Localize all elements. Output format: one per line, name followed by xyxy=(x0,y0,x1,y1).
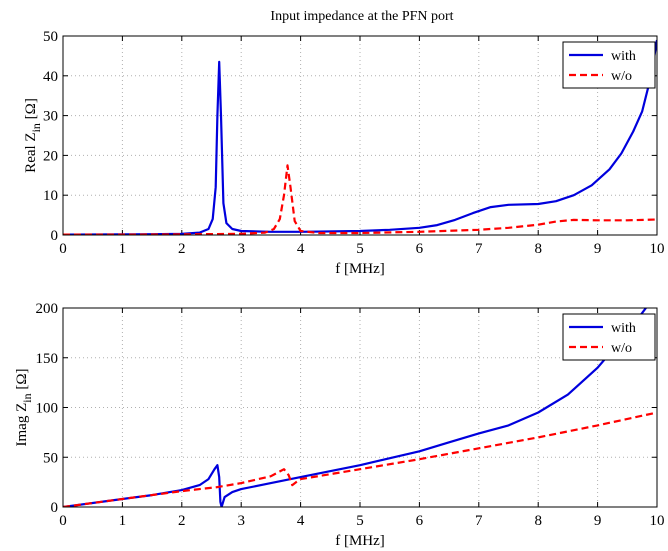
y-tick-label: 100 xyxy=(36,401,59,417)
x-tick-label: 0 xyxy=(59,241,67,257)
y-tick-label: 10 xyxy=(43,188,58,204)
x-tick-label: 6 xyxy=(416,513,424,529)
legend-label: w/o xyxy=(611,69,632,84)
legend-label: with xyxy=(611,321,636,336)
legend-label: with xyxy=(611,49,636,64)
y-tick-label: 30 xyxy=(43,109,58,125)
x-tick-label: 5 xyxy=(356,513,364,529)
x-tick-label: 5 xyxy=(356,241,364,257)
x-tick-label: 1 xyxy=(119,241,127,257)
x-tick-label: 0 xyxy=(59,513,67,529)
x-tick-label: 3 xyxy=(237,513,245,529)
y-tick-label: 0 xyxy=(51,228,59,244)
x-axis-label: f [MHz] xyxy=(335,261,385,277)
x-tick-label: 8 xyxy=(534,241,542,257)
y-tick-label: 150 xyxy=(36,351,59,367)
x-tick-label: 7 xyxy=(475,241,483,257)
y-tick-label: 20 xyxy=(43,148,58,164)
x-tick-label: 4 xyxy=(297,241,305,257)
x-tick-label: 9 xyxy=(594,513,602,529)
series-line-with xyxy=(63,39,657,235)
x-tick-label: 10 xyxy=(650,241,665,257)
x-tick-label: 2 xyxy=(178,241,186,257)
y-tick-label: 200 xyxy=(36,301,59,317)
chart-title: Input impedance at the PFN port xyxy=(270,9,453,24)
series-line-without xyxy=(63,411,657,507)
y-axis-label: Imag Zin [Ω] xyxy=(14,369,34,447)
x-tick-label: 7 xyxy=(475,513,483,529)
y-axis-label: Real Zin [Ω] xyxy=(23,98,43,173)
series-line-with xyxy=(63,308,648,507)
y-tick-label: 40 xyxy=(43,69,58,85)
x-axis-label: f [MHz] xyxy=(335,533,385,549)
plot-area xyxy=(63,36,657,235)
chart-real-impedance: 0 1 2 3 4 5 6 7 8 9 10 0 10 20 30 40 50 f [MHz] Real Zin [… xyxy=(23,29,665,277)
legend-box xyxy=(562,41,656,89)
x-tick-label: 6 xyxy=(416,241,424,257)
legend: with w/o xyxy=(562,41,656,89)
legend: with w/o xyxy=(562,313,656,361)
series-line-without xyxy=(63,164,657,235)
x-tick-label: 9 xyxy=(594,241,602,257)
y-tick-label: 50 xyxy=(43,450,58,466)
axes-frame xyxy=(62,307,658,508)
axes-frame xyxy=(62,35,658,236)
legend-label: w/o xyxy=(611,341,632,356)
x-tick-label: 2 xyxy=(178,513,186,529)
x-tick-label: 1 xyxy=(119,513,127,529)
legend-box xyxy=(562,313,656,361)
x-tick-label: 10 xyxy=(650,513,665,529)
x-tick-label: 4 xyxy=(297,513,305,529)
y-tick-label: 50 xyxy=(43,29,58,45)
y-tick-label: 0 xyxy=(51,500,59,516)
x-tick-label: 8 xyxy=(534,513,542,529)
x-tick-label: 3 xyxy=(237,241,245,257)
